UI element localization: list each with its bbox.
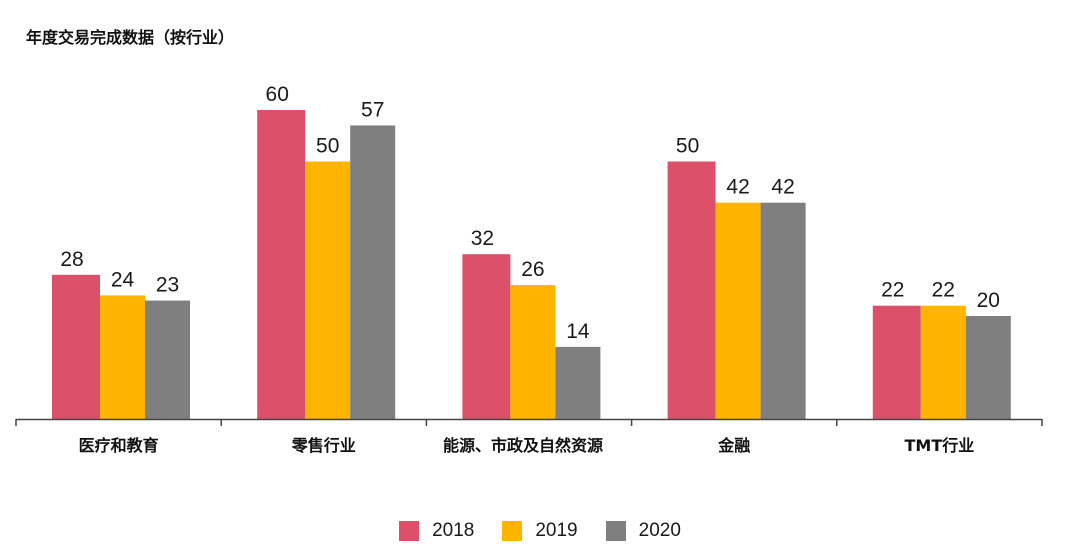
value-label: 23 bbox=[156, 274, 179, 297]
legend-label: 2020 bbox=[638, 520, 681, 541]
value-label: 26 bbox=[521, 258, 544, 281]
bar-2019-4 bbox=[920, 305, 966, 419]
value-label: 57 bbox=[361, 98, 384, 121]
legend-item-2018: 2018 bbox=[399, 520, 474, 542]
bar-2020-4 bbox=[965, 316, 1011, 419]
value-label: 22 bbox=[881, 279, 904, 302]
value-label: 32 bbox=[471, 227, 494, 250]
value-label: 42 bbox=[726, 176, 749, 199]
value-label: 60 bbox=[266, 83, 289, 106]
value-label: 50 bbox=[676, 135, 699, 158]
value-label: 42 bbox=[771, 176, 794, 199]
category-label: 零售行业 bbox=[291, 436, 356, 455]
category-label: 金融 bbox=[717, 436, 750, 455]
chart-title: 年度交易完成数据（按行业） bbox=[26, 28, 235, 47]
category-labels-layer: 医疗和教育 零售行业 能源、市政及自然资源 金融 TMT行业 bbox=[79, 436, 975, 455]
value-label: 28 bbox=[60, 248, 83, 271]
bar-2020-2 bbox=[555, 346, 601, 419]
legend-item-2020: 2020 bbox=[605, 520, 681, 542]
bar-2018-3 bbox=[667, 161, 716, 419]
bar-2019-0 bbox=[100, 295, 145, 419]
value-label: 50 bbox=[316, 135, 339, 158]
value-labels-layer: 28 24 23 60 50 57 32 26 14 50 42 42 22 22 20 bbox=[60, 83, 1000, 343]
category-label: TMT行业 bbox=[905, 436, 975, 455]
category-label: 能源、市政及自然资源 bbox=[443, 436, 603, 455]
bar-2019-1 bbox=[305, 161, 351, 419]
value-label: 24 bbox=[111, 268, 135, 291]
value-label: 22 bbox=[932, 279, 955, 302]
bar-2020-0 bbox=[145, 300, 190, 419]
legend-label: 2018 bbox=[432, 520, 475, 541]
bar-2019-3 bbox=[715, 202, 761, 419]
category-label: 医疗和教育 bbox=[79, 436, 159, 455]
bar-2019-2 bbox=[510, 285, 556, 419]
bar-2018-2 bbox=[462, 254, 511, 419]
value-label: 20 bbox=[977, 289, 1000, 312]
bars-layer bbox=[52, 110, 1011, 419]
bar-2018-4 bbox=[872, 305, 921, 419]
legend-label: 2019 bbox=[535, 520, 578, 541]
bar-2020-1 bbox=[350, 125, 396, 419]
bar-2020-3 bbox=[760, 202, 806, 419]
legend-item-2019: 2019 bbox=[502, 520, 578, 542]
bar-2018-0 bbox=[52, 274, 100, 419]
legend-swatch bbox=[502, 521, 523, 541]
legend: 2018 2019 2020 bbox=[0, 520, 1080, 542]
value-label: 14 bbox=[566, 320, 590, 343]
legend-swatch bbox=[399, 521, 420, 541]
legend-swatch bbox=[605, 521, 626, 541]
bar-2018-1 bbox=[257, 110, 306, 419]
x-axis bbox=[15, 418, 1043, 426]
bar-chart: 28 24 23 60 50 57 32 26 14 50 42 42 22 22 20 医疗和教育 零售行业… bbox=[15, 83, 1043, 455]
